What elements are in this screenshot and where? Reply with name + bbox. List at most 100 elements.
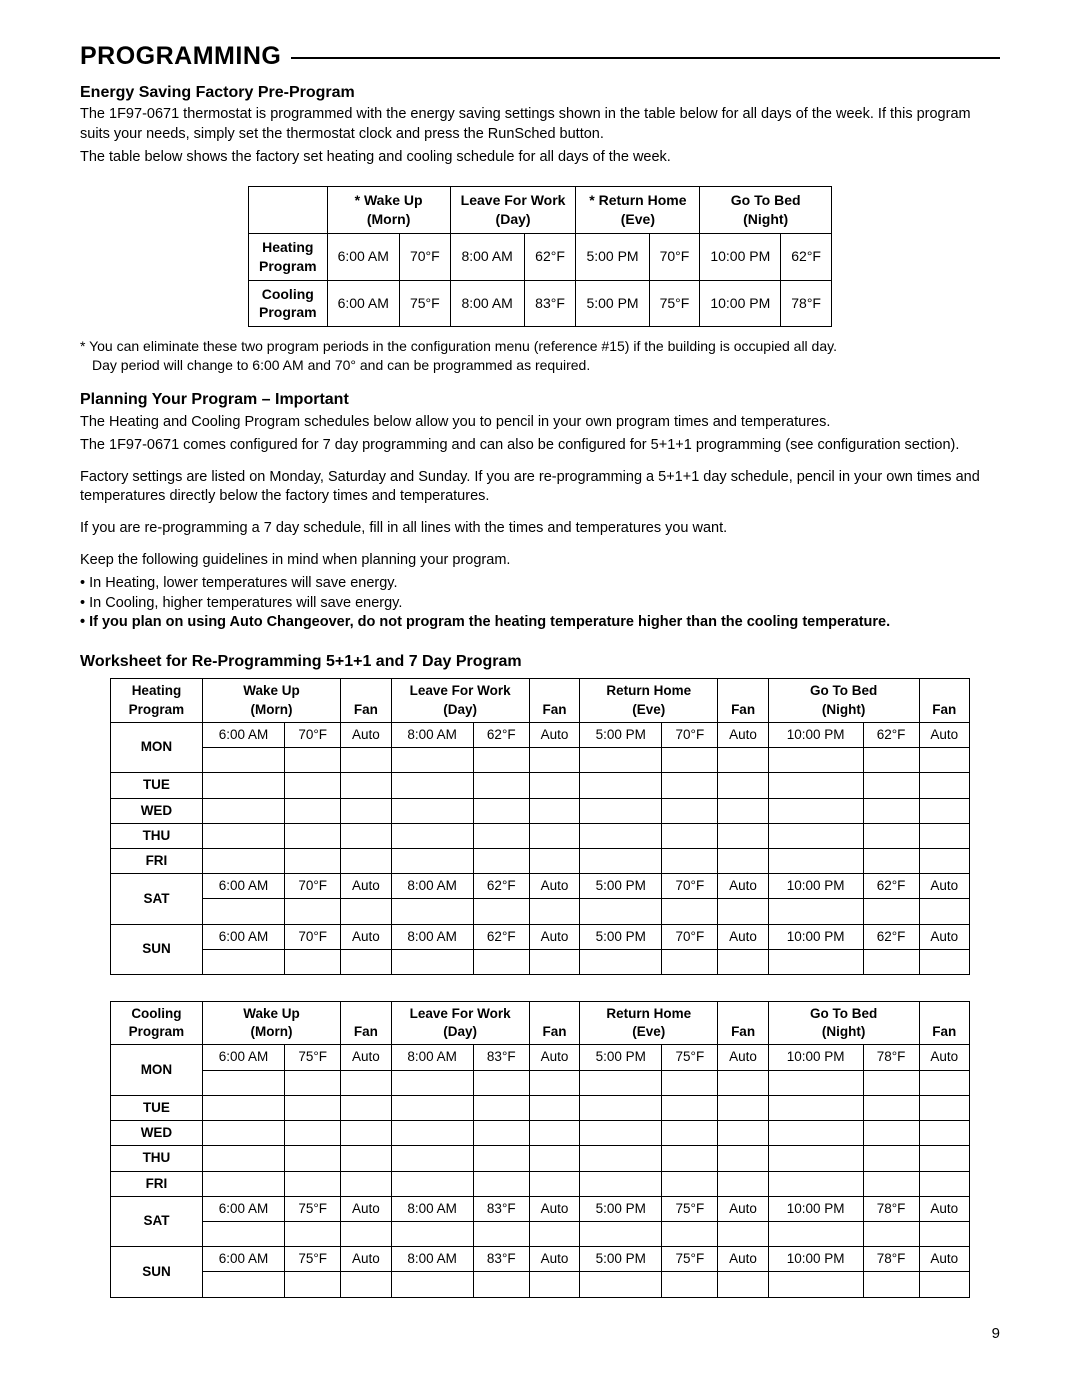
worksheet-fan-header: Fan [529, 1002, 579, 1045]
worksheet-blank-cell [473, 899, 529, 924]
worksheet-cell: 5:00 PM [580, 924, 662, 949]
worksheet-fan-header: Fan [718, 679, 768, 722]
worksheet-blank-cell [341, 1272, 391, 1297]
worksheet-period-header: Leave For Work(Day) [391, 679, 529, 722]
factory-row-label: CoolingProgram [248, 280, 327, 327]
worksheet-cell: 62°F [473, 722, 529, 747]
worksheet-cell: 83°F [473, 1196, 529, 1221]
page-number: 9 [80, 1324, 1000, 1344]
worksheet-cell: 8:00 AM [391, 874, 473, 899]
worksheet-fan-header: Fan [341, 1002, 391, 1045]
factory-cell: 70°F [399, 233, 450, 280]
sub2-paragraph-2: The 1F97-0671 comes configured for 7 day… [80, 436, 1000, 456]
worksheet-fan-header: Fan [529, 679, 579, 722]
worksheet-blank-cell [285, 1222, 341, 1247]
factory-footnote: * You can eliminate these two program pe… [80, 337, 1000, 375]
worksheet-program-label: CoolingProgram [111, 1002, 203, 1045]
worksheet-blank-cell [718, 1095, 768, 1120]
worksheet-blank-cell [580, 1222, 662, 1247]
worksheet-cell: Auto [718, 924, 768, 949]
worksheet-day-label: TUE [111, 773, 203, 798]
worksheet-cell: Auto [919, 722, 969, 747]
factory-header-wake: * Wake Up (Morn) [327, 187, 450, 234]
worksheet-blank-cell [391, 748, 473, 773]
worksheet-blank-cell [919, 899, 969, 924]
worksheet-blank-cell [662, 1070, 718, 1095]
worksheet-blank-cell [718, 848, 768, 873]
factory-header-wake-l2: (Morn) [367, 211, 411, 227]
worksheet-blank-cell [768, 823, 863, 848]
factory-header-leave: Leave For Work (Day) [450, 187, 576, 234]
worksheet-blank-cell [863, 748, 919, 773]
factory-header-return: * Return Home (Eve) [576, 187, 700, 234]
worksheet-blank-cell [202, 798, 284, 823]
worksheet-cell: Auto [718, 874, 768, 899]
worksheet-blank-cell [202, 899, 284, 924]
factory-cell: 8:00 AM [450, 233, 524, 280]
worksheet-blank-cell [391, 1070, 473, 1095]
worksheet-cell: 75°F [285, 1196, 341, 1221]
factory-cell: 83°F [524, 280, 576, 327]
worksheet-blank-cell [580, 848, 662, 873]
worksheet-cell: 10:00 PM [768, 1196, 863, 1221]
factory-header-wake-l1: * Wake Up [355, 192, 423, 208]
worksheet-blank-cell [285, 949, 341, 974]
factory-header-leave-l1: Leave For Work [461, 192, 566, 208]
worksheet-blank-cell [768, 748, 863, 773]
sub2-paragraph-5: Keep the following guidelines in mind wh… [80, 551, 1000, 571]
worksheet-blank-cell [341, 1171, 391, 1196]
worksheet-blank-cell [919, 823, 969, 848]
worksheet-cell: Auto [341, 874, 391, 899]
worksheet-cell: Auto [341, 924, 391, 949]
worksheet-period-header: Return Home(Eve) [580, 679, 718, 722]
worksheet-blank-cell [718, 949, 768, 974]
worksheet-blank-cell [768, 949, 863, 974]
worksheet-blank-cell [863, 1171, 919, 1196]
worksheet-blank-cell [529, 823, 579, 848]
worksheet-blank-cell [863, 823, 919, 848]
worksheet-blank-cell [863, 1146, 919, 1171]
worksheet-cell: Auto [919, 1045, 969, 1070]
worksheet-blank-cell [285, 748, 341, 773]
worksheet-blank-cell [919, 1146, 969, 1171]
page: PROGRAMMING Energy Saving Factory Pre-Pr… [80, 40, 1000, 1344]
worksheet-blank-cell [768, 773, 863, 798]
worksheet-cell: Auto [718, 1196, 768, 1221]
worksheet-blank-cell [391, 949, 473, 974]
worksheet-fan-header: Fan [341, 679, 391, 722]
worksheet-cell: 10:00 PM [768, 924, 863, 949]
worksheet-period-header: Wake Up(Morn) [202, 679, 340, 722]
worksheet-cell: 62°F [863, 924, 919, 949]
worksheet-cell: 10:00 PM [768, 1045, 863, 1070]
factory-cell: 75°F [399, 280, 450, 327]
section-title-row: PROGRAMMING [80, 40, 1000, 74]
worksheet-blank-cell [285, 798, 341, 823]
worksheet-day-label: FRI [111, 848, 203, 873]
worksheet-cell: 5:00 PM [580, 722, 662, 747]
worksheet-blank-cell [529, 1121, 579, 1146]
worksheet-cell: 62°F [863, 722, 919, 747]
worksheet-blank-cell [341, 1121, 391, 1146]
worksheet-blank-cell [580, 1095, 662, 1120]
worksheet-blank-cell [580, 1272, 662, 1297]
worksheet-blank-cell [202, 1146, 284, 1171]
worksheet-cell: Auto [341, 1196, 391, 1221]
worksheet-blank-cell [919, 1095, 969, 1120]
worksheet-blank-cell [919, 773, 969, 798]
worksheet-cell: 8:00 AM [391, 1196, 473, 1221]
worksheet-blank-cell [202, 1121, 284, 1146]
worksheet-blank-cell [473, 848, 529, 873]
worksheet-blank-cell [341, 748, 391, 773]
factory-header-return-l1: * Return Home [589, 192, 686, 208]
worksheet-blank-cell [529, 1222, 579, 1247]
worksheet-fan-header: Fan [919, 679, 969, 722]
worksheet-period-header: Wake Up(Morn) [202, 1002, 340, 1045]
worksheet-blank-cell [341, 1070, 391, 1095]
worksheet-cell: Auto [718, 722, 768, 747]
worksheet-blank-cell [718, 798, 768, 823]
worksheet-blank-cell [768, 798, 863, 823]
worksheet-day-label: WED [111, 798, 203, 823]
worksheet-blank-cell [768, 1146, 863, 1171]
worksheet-cell: 70°F [662, 924, 718, 949]
worksheet-blank-cell [285, 1146, 341, 1171]
